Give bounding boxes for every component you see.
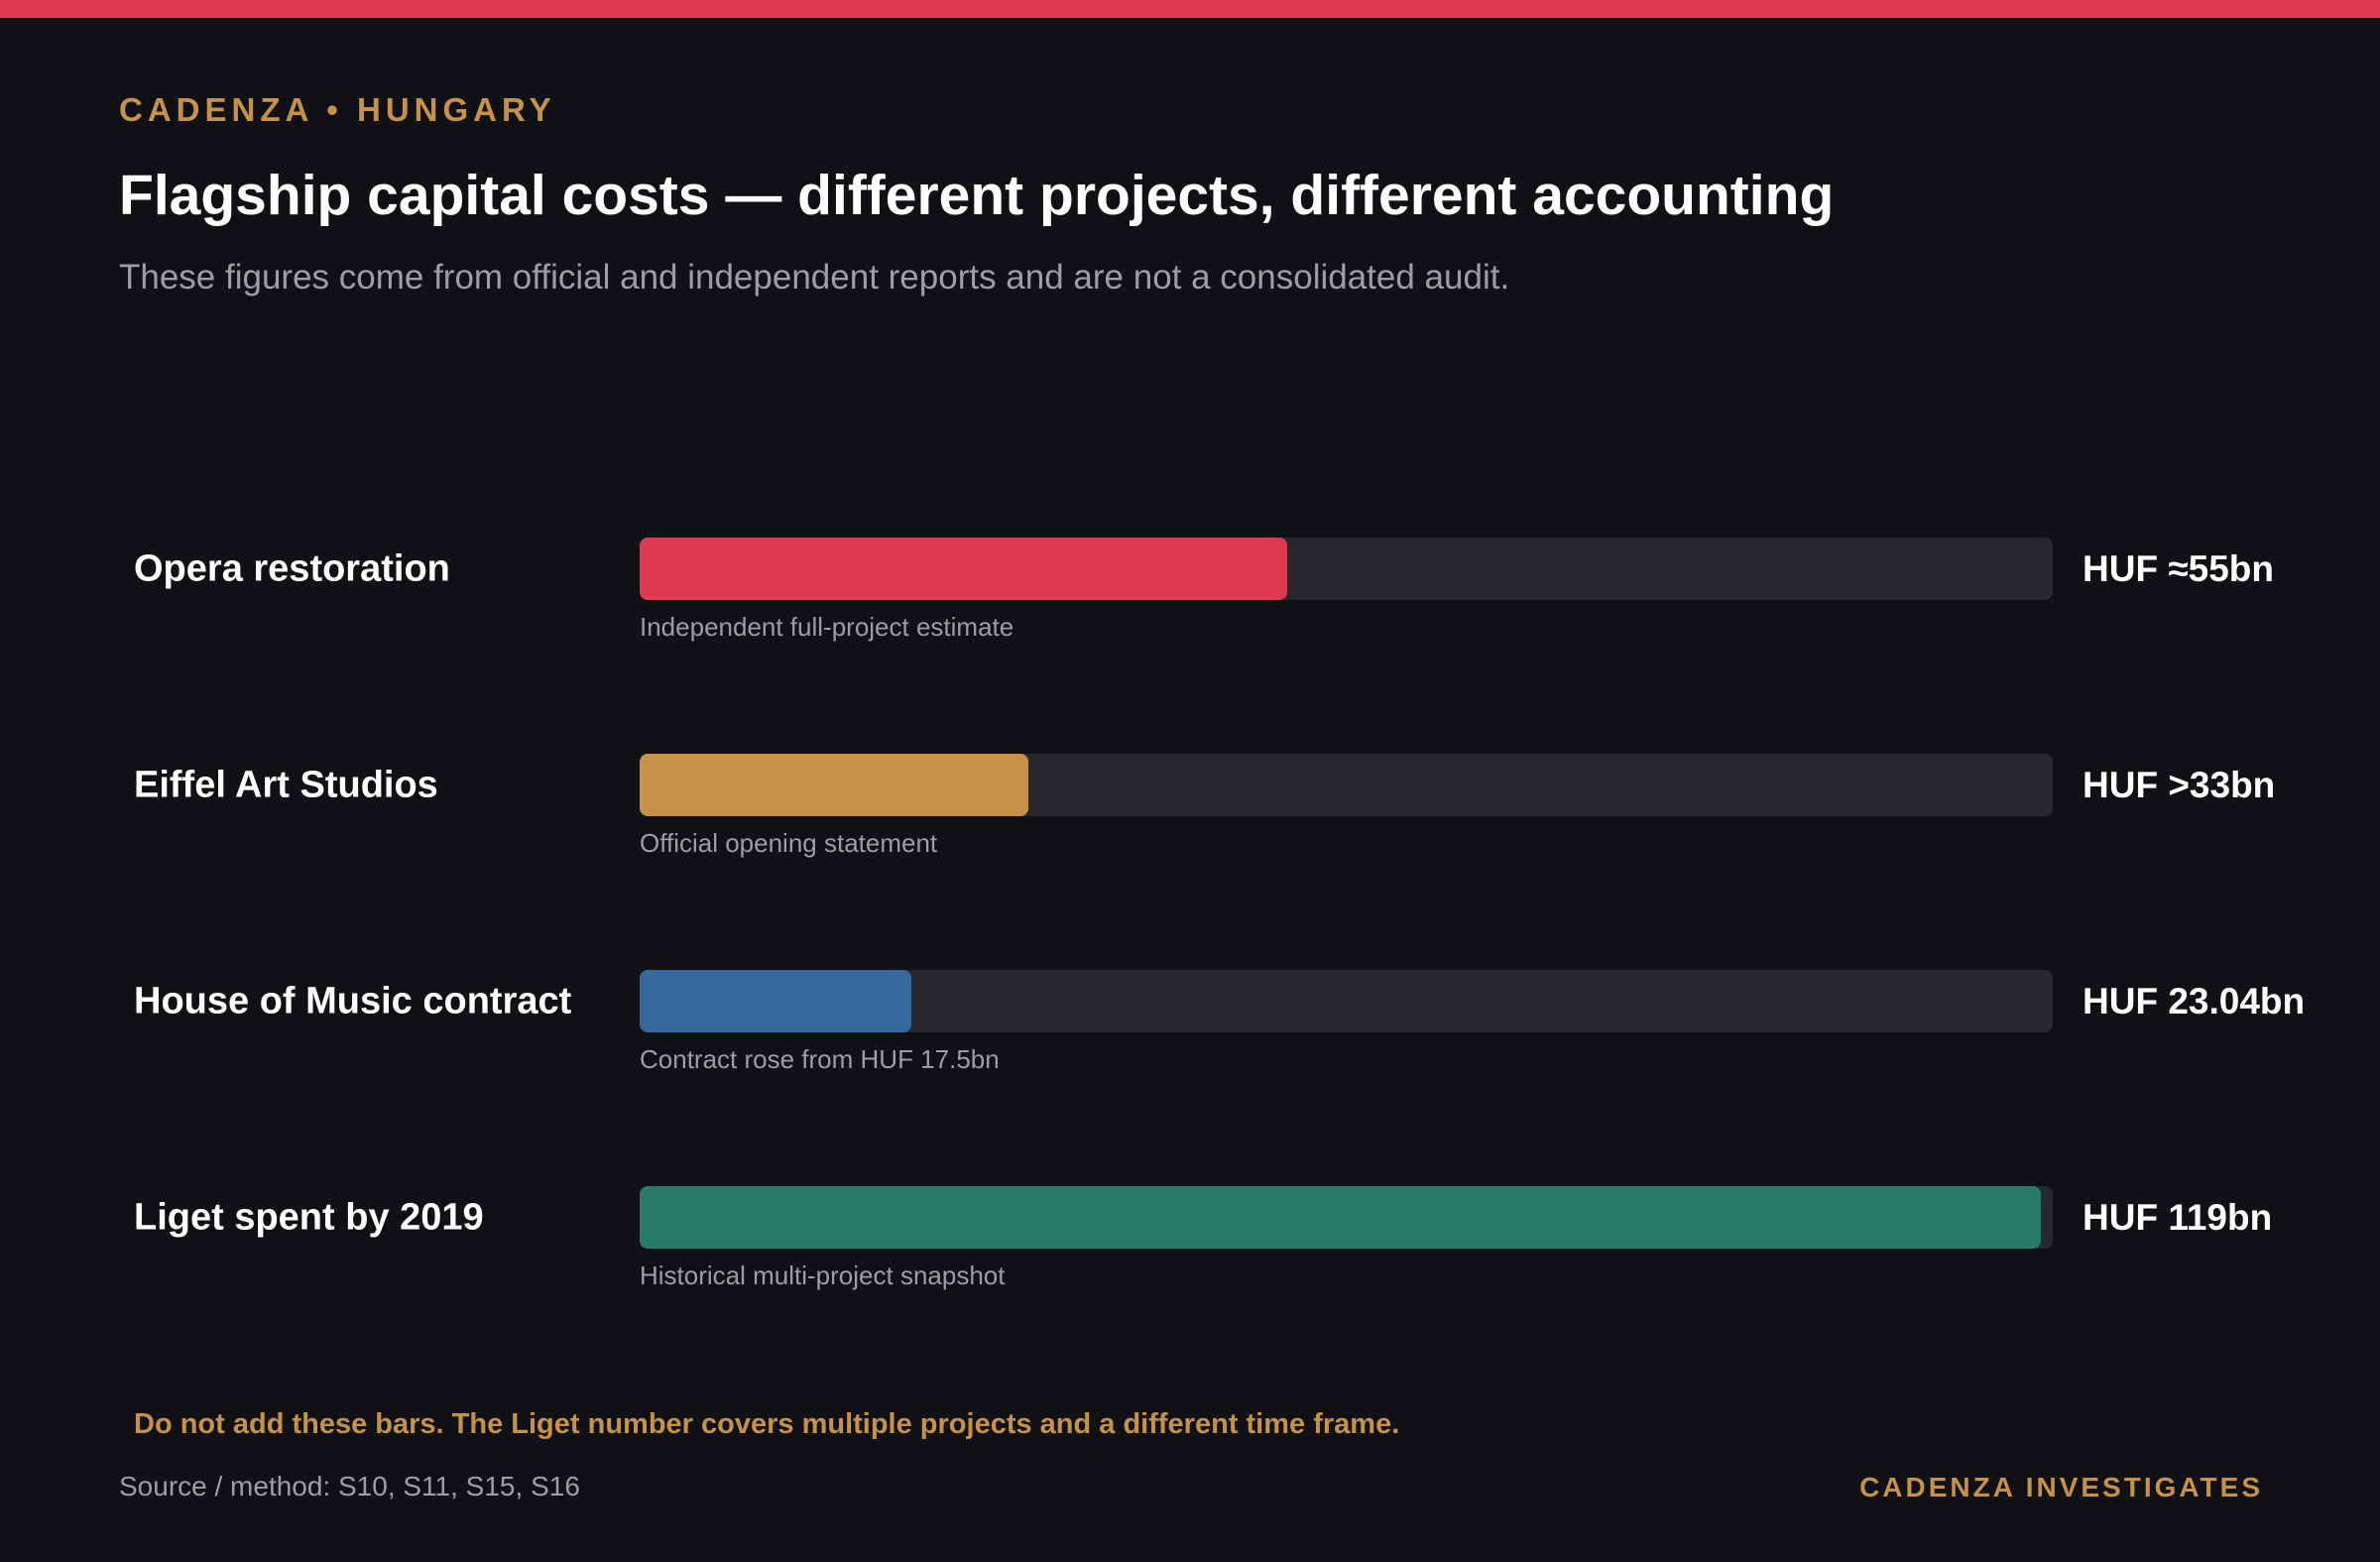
bar-note: Historical multi-project snapshot (640, 1261, 1006, 1290)
category-label: Opera restoration (134, 547, 450, 589)
bar (640, 1186, 2042, 1249)
bar-track (640, 754, 2053, 816)
value-label: HUF 119bn (2082, 1196, 2273, 1238)
bar-track (640, 1186, 2053, 1249)
category-label: Liget spent by 2019 (134, 1196, 484, 1238)
value-label: HUF ≈55bn (2082, 547, 2274, 589)
value-label: HUF 23.04bn (2082, 980, 2306, 1021)
bar-note: Independent full-project estimate (640, 612, 1014, 642)
page-title: Flagship capital costs — different proje… (119, 164, 1835, 227)
source-note: Source / method: S10, S11, S15, S16 (119, 1471, 580, 1502)
bar-track (640, 970, 2053, 1032)
bar (640, 538, 1288, 600)
bar-note: Official opening statement (640, 828, 938, 858)
bar-note: Contract rose from HUF 17.5bn (640, 1044, 1000, 1074)
bar-track (640, 538, 2053, 600)
kicker: CADENZA • HUNGARY (119, 91, 556, 128)
value-label: HUF >33bn (2082, 764, 2276, 805)
brand-footer: CADENZA INVESTIGATES (1859, 1472, 2263, 1502)
bar (640, 970, 911, 1032)
category-label: Eiffel Art Studios (134, 764, 438, 805)
page-subtitle: These figures come from official and ind… (119, 258, 1510, 297)
warning-note: Do not add these bars. The Liget number … (134, 1408, 1400, 1440)
bar (640, 754, 1028, 816)
top-accent-strip (0, 0, 2380, 18)
category-label: House of Music contract (134, 980, 572, 1021)
